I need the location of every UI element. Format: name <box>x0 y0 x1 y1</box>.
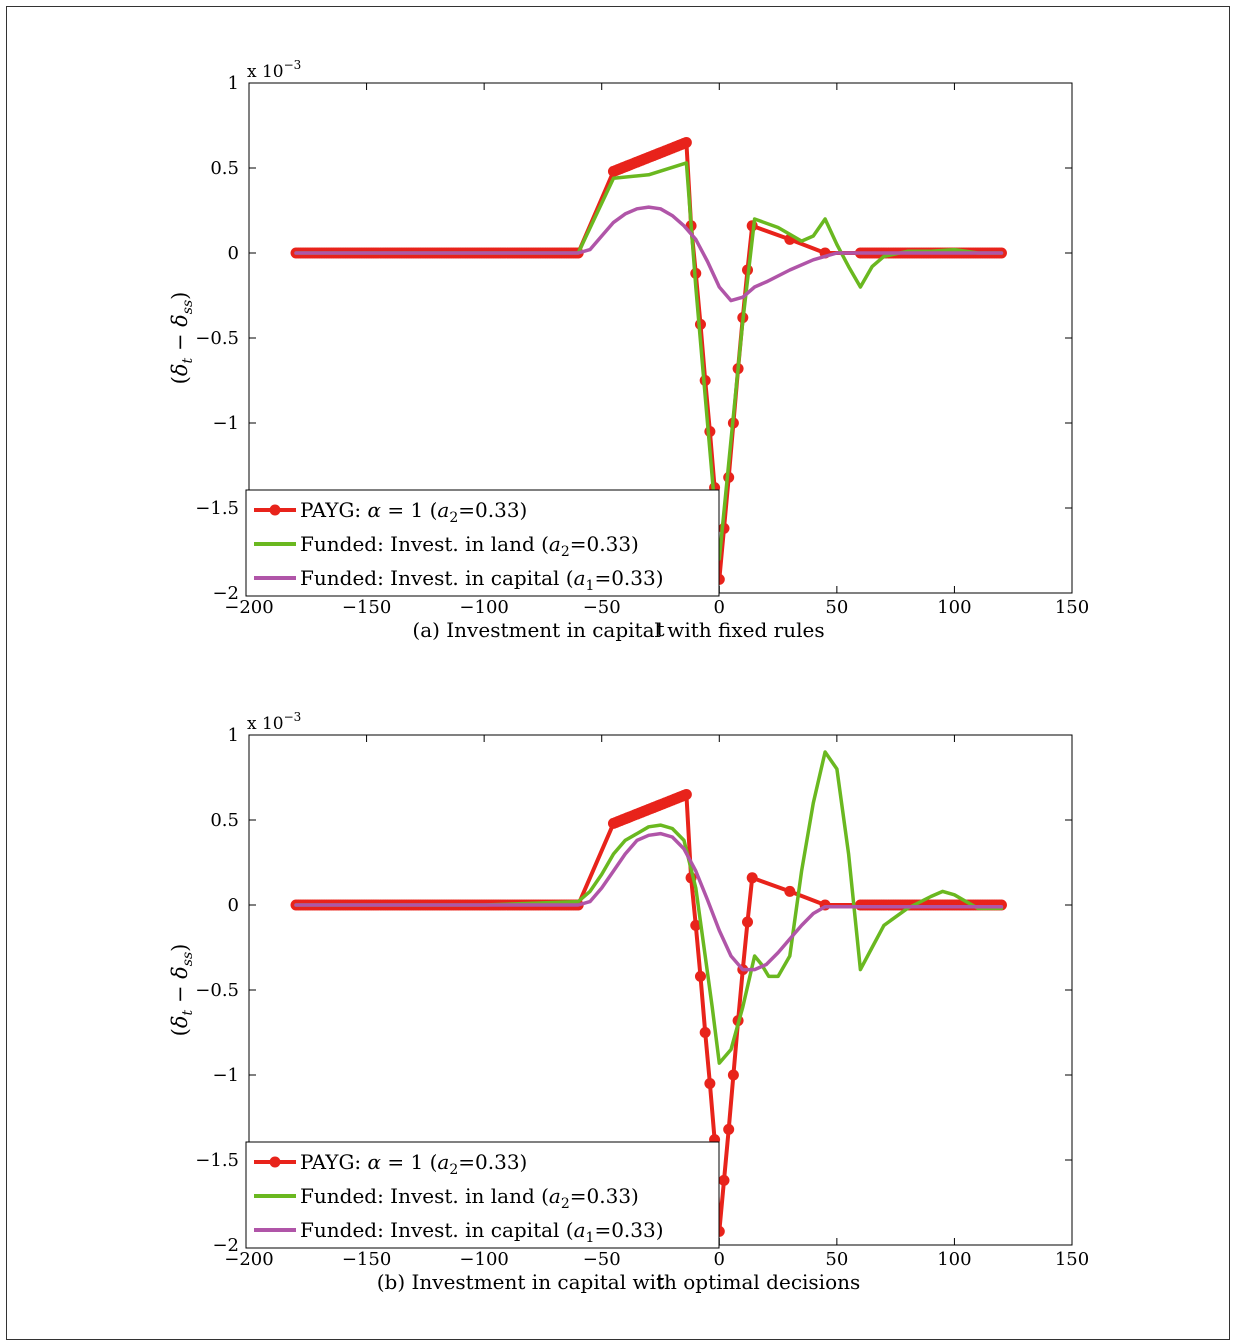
c0-legend-box <box>245 489 720 597</box>
c0-x-tick-label: 150 <box>1055 597 1089 618</box>
figure-frame <box>6 6 1230 1340</box>
c0-series-marker-0 <box>680 137 692 148</box>
c0-legend-label-2: Funded: Invest. in capital (a1=0.33) <box>300 566 664 594</box>
c0-series-line-2 <box>294 205 1004 303</box>
c1-x-tick-label: −200 <box>224 1249 273 1270</box>
c1-x-tick-label: 150 <box>1055 1249 1089 1270</box>
c1-x-tick-label: −50 <box>583 1249 621 1270</box>
chart-panel-a: −200 −150 −100 −50 0 50 100 150 −2 −1.5 −1 −0.5 0 0.5… <box>0 0 1237 655</box>
c1-legend-label-2: Funded: Invest. in capital (a1=0.33) <box>300 1218 664 1246</box>
c1-series-line-1 <box>294 750 1004 1065</box>
c0-x-tick-label: 100 <box>937 597 971 618</box>
c1-series-marker-0 <box>694 970 706 982</box>
c0-x-tick-label: −150 <box>342 597 391 618</box>
c1-y-tick-label: −2 <box>212 1235 239 1256</box>
c0-x-tick-label: 0 <box>714 597 725 618</box>
c1-x-tick-label: −100 <box>459 1249 508 1270</box>
c1-y-tick-label: 0.5 <box>210 810 239 831</box>
c1-x-tick-label: −150 <box>342 1249 391 1270</box>
c1-series-marker-0 <box>784 885 796 897</box>
c1-y-axis-label: (δt − δss) <box>168 944 196 1037</box>
c1-x-tick-label: 0 <box>714 1249 725 1270</box>
c1-series-marker-0 <box>690 919 702 931</box>
chart-b-caption: (b) Investment in capital with optimal d… <box>376 1270 861 1294</box>
c1-series-marker-0 <box>680 789 692 800</box>
c1-series-marker-0 <box>742 916 754 928</box>
c1-y-tick-label: 1 <box>228 725 239 746</box>
c0-legend-marker-0 <box>269 504 281 516</box>
c1-series-line-0 <box>294 792 1004 1234</box>
c0-multiplier: x 10−3 <box>247 58 301 82</box>
c0-legend-label-1: Funded: Invest. in land (a2=0.33) <box>300 532 639 560</box>
c1-legend-label-0: PAYG: α = 1 (a2=0.33) <box>300 1150 527 1178</box>
c0-x-tick-label: −50 <box>583 597 621 618</box>
chart-panel-b: −200 −150 −100 −50 0 50 100 150 −2 −1.5 −1 −0.5 0 0.5… <box>0 652 1237 1307</box>
c1-y-tick-label: 0 <box>228 895 239 916</box>
c1-series-marker-0 <box>723 1123 735 1135</box>
chart-b-svg: −200 −150 −100 −50 0 50 100 150 −2 −1.5 −1 −0.5 0 0.5… <box>168 710 1089 1293</box>
c1-x-axis-label: t <box>656 1269 664 1293</box>
c1-series-marker-0 <box>727 1069 739 1081</box>
c0-y-tick-label: 1 <box>228 73 239 94</box>
chart-a-svg: −200 −150 −100 −50 0 50 100 150 −2 −1.5 −1 −0.5 0 0.5… <box>168 58 1089 641</box>
c0-y-axis-label: (δt − δss) <box>168 292 196 385</box>
c0-y-tick-label: 0 <box>228 243 239 264</box>
c1-legend-label-1: Funded: Invest. in land (a2=0.33) <box>300 1184 639 1212</box>
c1-series-marker-0 <box>746 872 758 884</box>
c0-x-tick-label: −100 <box>459 597 508 618</box>
c1-series-marker-0 <box>699 1027 711 1038</box>
c1-series-line-2 <box>294 831 1004 972</box>
c1-x-tick-label: 50 <box>825 1249 848 1270</box>
c0-x-tick-label: 50 <box>825 597 848 618</box>
c0-x-tick-label: −200 <box>224 597 273 618</box>
c0-y-tick-label: 0.5 <box>210 158 239 179</box>
c1-y-tick-label: −0.5 <box>195 980 239 1001</box>
c0-y-tick-label: −1 <box>212 413 239 434</box>
c0-y-tick-label: −1.5 <box>195 498 239 519</box>
c0-x-axis-label: t <box>656 617 664 641</box>
c1-legend-marker-0 <box>269 1156 281 1168</box>
c1-y-tick-label: −1 <box>212 1065 239 1086</box>
c1-y-tick-label: −1.5 <box>195 1150 239 1171</box>
c1-legend-box <box>245 1141 720 1249</box>
c0-legend-label-0: PAYG: α = 1 (a2=0.33) <box>300 498 527 526</box>
c0-y-tick-label: −2 <box>212 583 239 604</box>
c1-multiplier: x 10−3 <box>247 710 301 734</box>
chart-a-caption: (a) Investment in capital with fixed rul… <box>412 618 825 642</box>
c1-series-marker-0 <box>718 1174 730 1186</box>
c1-series-marker-0 <box>704 1078 716 1089</box>
c0-y-tick-label: −0.5 <box>195 328 239 349</box>
c1-x-tick-label: 100 <box>937 1249 971 1270</box>
